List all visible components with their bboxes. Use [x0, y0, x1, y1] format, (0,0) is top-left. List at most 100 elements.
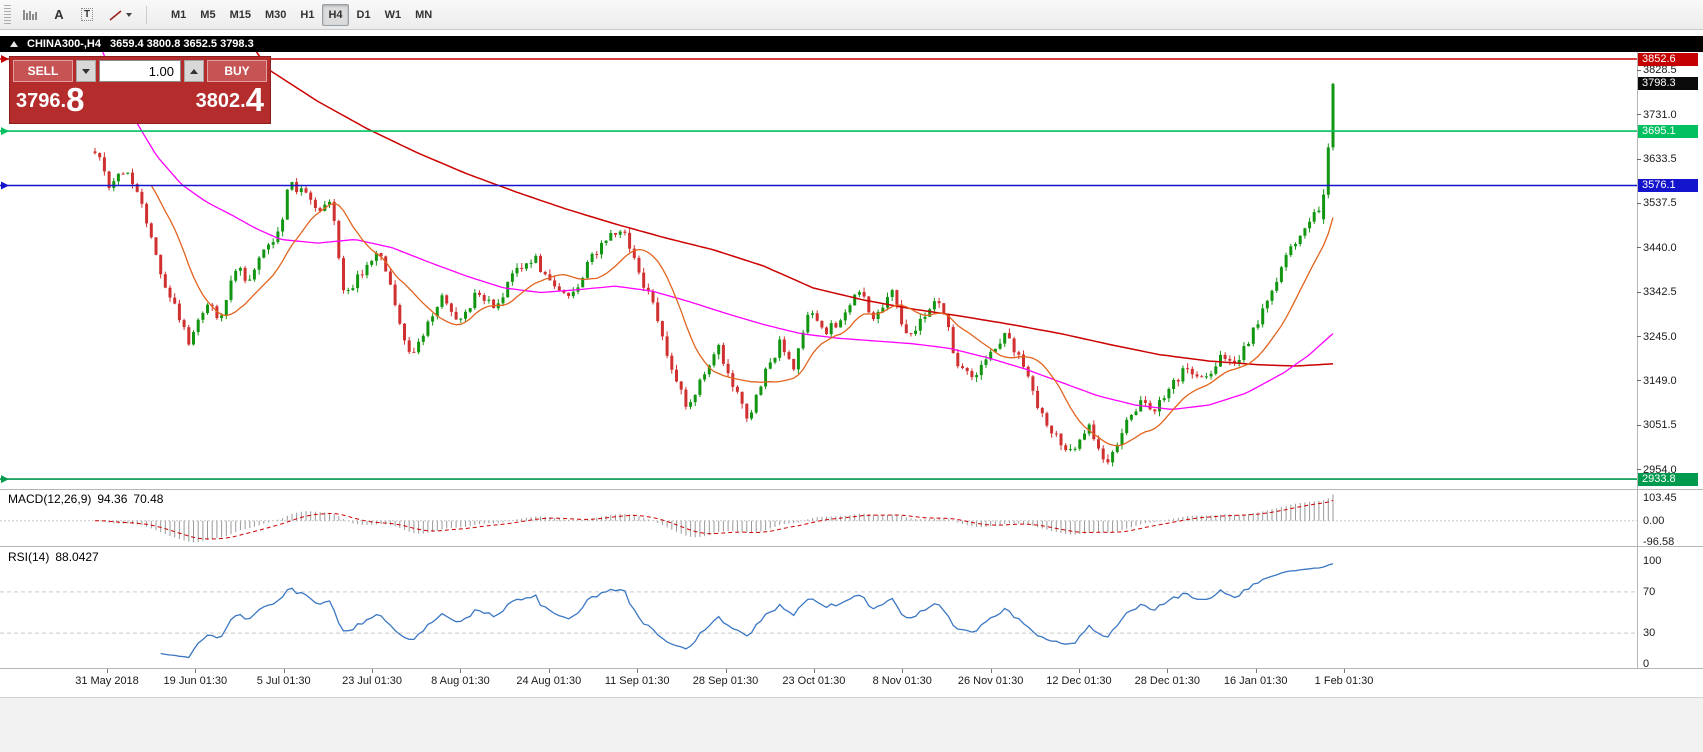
date-label: 19 Jun 01:30	[163, 675, 228, 687]
rsi-tick-label: 100	[1643, 555, 1662, 567]
date-tick-mark	[372, 669, 374, 673]
main-chart-canvas[interactable]	[0, 52, 1637, 490]
chart-title-bar: CHINA300-,H4 3659.4 3800.8 3652.5 3798.3	[0, 36, 1703, 52]
date-label: 23 Jul 01:30	[342, 675, 403, 687]
tick-chart-tool-button[interactable]	[16, 4, 44, 26]
window-bottom-area	[0, 697, 1703, 752]
date-tick-mark	[548, 669, 550, 673]
date-tick-mark	[283, 669, 285, 673]
date-label: 1 Feb 01:30	[1314, 675, 1374, 687]
date-label: 12 Dec 01:30	[1046, 675, 1112, 687]
timeframe-h4[interactable]: H4	[322, 3, 349, 26]
macd-value-main: 94.36	[97, 492, 128, 506]
toolbar-separator	[146, 5, 147, 24]
price-tick-label: 3633.5	[1643, 153, 1677, 166]
ask-price-big-digit: 4	[245, 81, 264, 118]
timeframe-toolbar: M1 M5 M15 M30 H1 H4 D1 W1 MN	[164, 3, 439, 26]
macd-pane-canvas[interactable]	[0, 490, 1637, 546]
timeframe-h1[interactable]: H1	[300, 8, 315, 21]
date-tick-mark	[195, 669, 197, 673]
date-label: 28 Dec 01:30	[1134, 675, 1201, 687]
price-marker: 2933.8	[1638, 472, 1698, 486]
timeframe-m30[interactable]: M30	[264, 8, 287, 21]
bid-price-big-digit: 8	[66, 81, 85, 118]
rsi-pane-canvas[interactable]	[0, 547, 1637, 668]
date-tick-mark	[813, 669, 815, 673]
macd-name: MACD(12,26,9)	[8, 492, 92, 506]
date-label: 8 Aug 01:30	[431, 675, 490, 687]
bid-price-main: 3796.	[16, 90, 67, 112]
date-label: 16 Jan 01:30	[1223, 675, 1288, 687]
macd-value-signal: 70.48	[133, 492, 164, 506]
pane-separator[interactable]	[0, 489, 1703, 490]
price-tick-label: 3828.5	[1643, 64, 1677, 77]
date-label: 5 Jul 01:30	[256, 675, 311, 687]
price-tick-label: 3537.5	[1643, 197, 1677, 210]
volume-decrease-button[interactable]	[76, 60, 96, 82]
timeframe-m15[interactable]: M15	[229, 8, 251, 21]
trendline-icon	[109, 9, 122, 21]
pane-separator[interactable]	[0, 668, 1703, 669]
date-label: 8 Nov 01:30	[872, 675, 932, 687]
date-tick-mark	[1167, 669, 1169, 673]
price-marker: 3852.6	[1638, 52, 1698, 66]
macd-label: MACD(12,26,9) 94.36 70.48	[8, 492, 169, 506]
volume-input[interactable]	[99, 60, 181, 82]
chevron-down-icon	[126, 12, 132, 17]
ask-price-main: 3802.	[195, 90, 246, 112]
chart-expand-icon[interactable]	[10, 41, 18, 47]
timeframe-m5[interactable]: M5	[200, 8, 216, 21]
price-marker: 3576.1	[1638, 178, 1698, 192]
date-tick-mark	[725, 669, 727, 673]
date-label: 28 Sep 01:30	[692, 675, 759, 687]
date-tick-mark	[902, 669, 904, 673]
date-tick-mark	[1078, 669, 1080, 673]
one-click-trading-panel: SELL BUY 3796.8 3802.4	[10, 57, 270, 123]
price-tick-label: 3051.5	[1643, 419, 1677, 432]
date-tick-mark	[460, 669, 462, 673]
price-tick-label: 3342.5	[1643, 286, 1677, 299]
bid-price: 3796. 8	[16, 83, 84, 117]
date-tick-mark	[107, 669, 108, 673]
price-axis-separator	[1637, 52, 1638, 668]
tick-chart-icon	[23, 9, 37, 20]
price-tick-label: 2954.0	[1643, 463, 1677, 476]
pane-separator[interactable]	[0, 546, 1703, 547]
rsi-tick-label: 30	[1643, 627, 1656, 640]
price-marker: 3695.1	[1638, 124, 1698, 138]
date-label: 31 May 2018	[75, 675, 139, 687]
chart-ohlc-values: 3659.4 3800.8 3652.5 3798.3	[109, 38, 254, 50]
rsi-tick-label: 70	[1643, 585, 1656, 598]
timeframe-w1[interactable]: W1	[384, 8, 402, 21]
trendline-tool-button[interactable]	[102, 4, 138, 26]
date-label: 11 Sep 01:30	[604, 675, 670, 687]
rsi-name: RSI(14)	[8, 550, 50, 564]
ask-price: 3802. 4	[196, 83, 264, 117]
price-tick-label: 3245.0	[1643, 330, 1677, 343]
text-box-icon: T	[80, 8, 94, 21]
volume-increase-button[interactable]	[184, 60, 204, 82]
macd-tick-label: 103.45	[1643, 492, 1677, 504]
text-box-tool-button[interactable]: T	[74, 4, 100, 26]
date-label: 23 Oct 01:30	[782, 675, 846, 687]
toolbar: A T M1 M5 M15 M30 H1 H4 D1 W1 MN	[0, 0, 1703, 30]
date-label: 24 Aug 01:30	[516, 675, 582, 687]
sell-button[interactable]: SELL	[13, 60, 73, 82]
rsi-value: 88.0427	[55, 550, 99, 564]
date-tick-mark	[990, 669, 992, 673]
date-label: 26 Nov 01:30	[957, 675, 1024, 687]
timeframe-d1[interactable]: D1	[356, 8, 371, 21]
toolbar-grip[interactable]	[4, 4, 11, 25]
price-tick-label: 3731.0	[1643, 108, 1677, 121]
macd-tick-label: 0.00	[1643, 514, 1665, 527]
buy-button[interactable]: BUY	[207, 60, 267, 82]
timeframe-mn[interactable]: MN	[415, 8, 433, 21]
timeframe-m1[interactable]: M1	[171, 8, 187, 21]
chart-symbol-period: CHINA300-,H4	[27, 38, 101, 50]
triangle-up-icon	[190, 68, 198, 74]
price-marker: 3798.3	[1638, 77, 1698, 91]
date-tick-mark	[637, 669, 639, 673]
price-tick-label: 3440.0	[1643, 241, 1677, 254]
text-label-tool-button[interactable]: A	[46, 4, 72, 26]
